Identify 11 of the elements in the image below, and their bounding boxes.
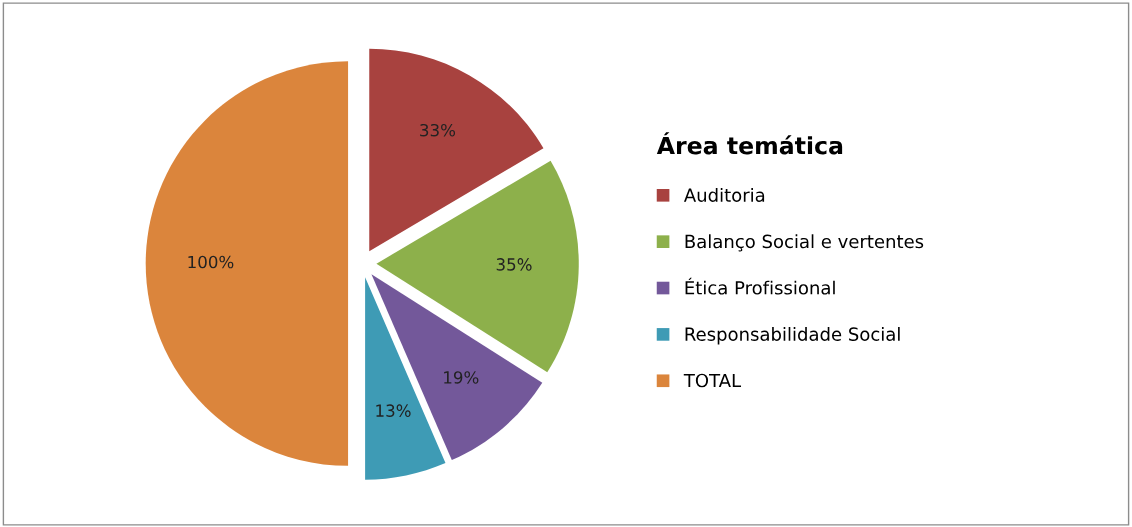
data-label: 33% bbox=[420, 123, 456, 137]
legend-label: TOTAL bbox=[683, 373, 742, 388]
data-label: 100% bbox=[188, 255, 234, 269]
legend-label: Balanço Social e vertentes bbox=[685, 234, 924, 252]
legend-title: Área temática bbox=[656, 132, 843, 155]
data-label: 35% bbox=[496, 258, 532, 271]
legend-label: Ética Profissional bbox=[685, 277, 835, 295]
legend-label: Responsabilidade Social bbox=[685, 327, 900, 345]
data-label: 13% bbox=[376, 404, 411, 417]
legend-label: Auditoria bbox=[683, 187, 765, 202]
data-label: 19% bbox=[444, 371, 479, 384]
